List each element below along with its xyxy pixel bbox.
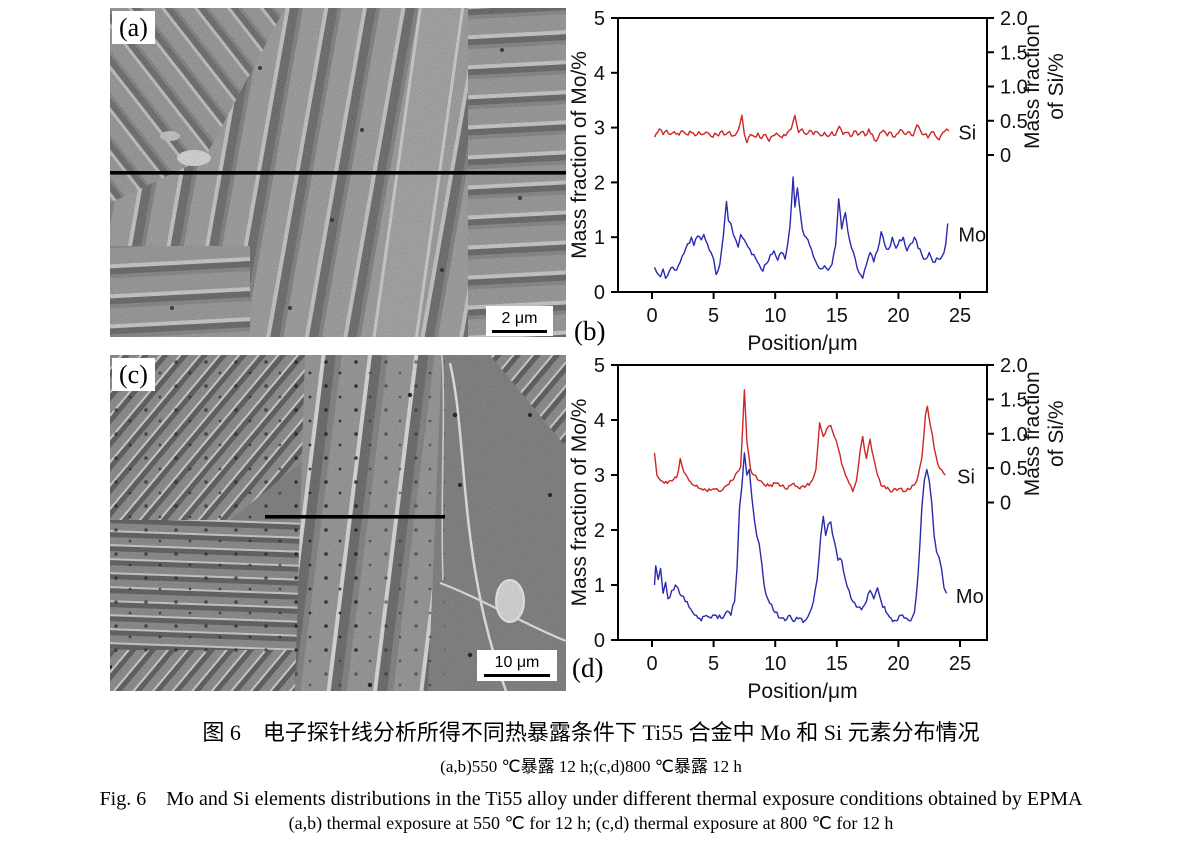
panel-label-a-text: (a): [119, 13, 148, 42]
left-tick-label: 0: [594, 282, 605, 304]
series-si-label: Si: [957, 466, 975, 488]
right-tick-label: 1.0: [1000, 77, 1028, 99]
left-tick-label: 1: [594, 227, 605, 249]
x-tick-label: 15: [826, 653, 848, 675]
series-mo-line: [653, 452, 948, 624]
left-axis-title: Mass fraction of Mo/%: [568, 399, 591, 607]
scale-bar-c-text: 10 μm: [494, 654, 540, 671]
x-axis-title: Position/μm: [747, 332, 857, 355]
panel-label-d-text: (d): [572, 653, 604, 683]
series-si-line: [653, 389, 946, 493]
panel-label-b-text: (b): [574, 316, 606, 346]
left-tick-label: 0: [594, 630, 605, 652]
right-tick-label: 0: [1000, 493, 1011, 515]
right-axis-title: Mass fraction: [1021, 24, 1044, 149]
right-axis-title: Mass fraction: [1021, 371, 1044, 496]
right-axis-title: of Si/%: [1045, 53, 1068, 120]
left-tick-label: 2: [594, 172, 605, 194]
x-tick-label: 10: [764, 305, 786, 327]
line-scan-trace-a: [110, 171, 566, 175]
panel-label-a: (a): [112, 11, 155, 44]
x-tick-label: 0: [646, 653, 657, 675]
scale-bar-a-text: 2 μm: [501, 309, 538, 327]
left-tick-label: 5: [594, 8, 605, 30]
scale-bar-c: 10 μm: [477, 650, 557, 681]
series-si-label: Si: [958, 122, 976, 144]
sem-micrograph-a: [110, 8, 566, 337]
left-tick-label: 3: [594, 118, 605, 140]
right-tick-label: 0: [1000, 145, 1011, 167]
series-mo-label: Mo: [956, 586, 984, 608]
x-tick-label: 25: [949, 305, 971, 327]
line-scan-trace-c: [265, 515, 445, 519]
caption-en-sub: (a,b) thermal exposure at 550 ℃ for 12 h…: [288, 813, 894, 833]
caption-zh-sub: (a,b)550 ℃暴露 12 h;(c,d)800 ℃暴露 12 h: [440, 757, 742, 776]
left-tick-label: 2: [594, 520, 605, 542]
x-tick-label: 25: [949, 653, 971, 675]
panel-label-d: (d): [572, 653, 603, 684]
left-tick-label: 3: [594, 465, 605, 487]
plot-frame: [617, 17, 988, 293]
chart-b-line-plot: 0 5 10 15 20 25 0 1 2 3 4 5 0 0.5 1.0 1.5 2.0 Position/μm…: [568, 8, 1068, 355]
right-tick-label: 2.0: [1000, 355, 1028, 377]
scale-bar-a: 2 μm: [486, 306, 553, 336]
right-tick-label: 1.5: [1000, 42, 1028, 64]
right-tick-label: 2.0: [1000, 8, 1028, 30]
x-tick-label: 20: [887, 305, 909, 327]
right-tick-label: 0.5: [1000, 111, 1028, 133]
panel-label-c-text: (c): [119, 360, 148, 389]
x-tick-label: 15: [826, 305, 848, 327]
right-tick-label: 0.5: [1000, 458, 1028, 480]
chart-d-line-plot: 0 5 10 15 20 25 0 1 2 3 4 5 0 0.5 1.0 1.5 2.0 Position/μm…: [568, 355, 1068, 703]
right-tick-label: 1.0: [1000, 424, 1028, 446]
panel-label-c: (c): [112, 358, 155, 391]
left-tick-label: 4: [594, 410, 605, 432]
left-tick-label: 4: [594, 63, 605, 85]
left-axis-title: Mass fraction of Mo/%: [568, 51, 591, 259]
x-tick-label: 5: [708, 653, 719, 675]
series-mo-label: Mo: [958, 224, 986, 246]
caption-zh-title: 图 6 电子探针线分析所得不同热暴露条件下 Ti55 合金中 Mo 和 Si 元…: [202, 720, 980, 745]
x-tick-label: 5: [708, 305, 719, 327]
scale-bar-c-rule: [484, 674, 550, 677]
scale-bar-a-rule: [492, 329, 547, 333]
caption-en-title: Fig. 6 Mo and Si elements distributions …: [99, 788, 1083, 810]
x-axis-title: Position/μm: [747, 680, 857, 703]
x-tick-label: 10: [764, 653, 786, 675]
right-axis-title: of Si/%: [1045, 400, 1068, 467]
right-tick-label: 1.5: [1000, 389, 1028, 411]
x-tick-label: 20: [887, 653, 909, 675]
left-tick-label: 5: [594, 355, 605, 377]
x-tick-label: 0: [646, 305, 657, 327]
series-mo-line: [653, 176, 949, 279]
sem-micrograph-c: [110, 355, 566, 691]
series-si-line: [653, 114, 950, 144]
left-tick-label: 1: [594, 575, 605, 597]
panel-label-b: (b): [574, 316, 605, 347]
